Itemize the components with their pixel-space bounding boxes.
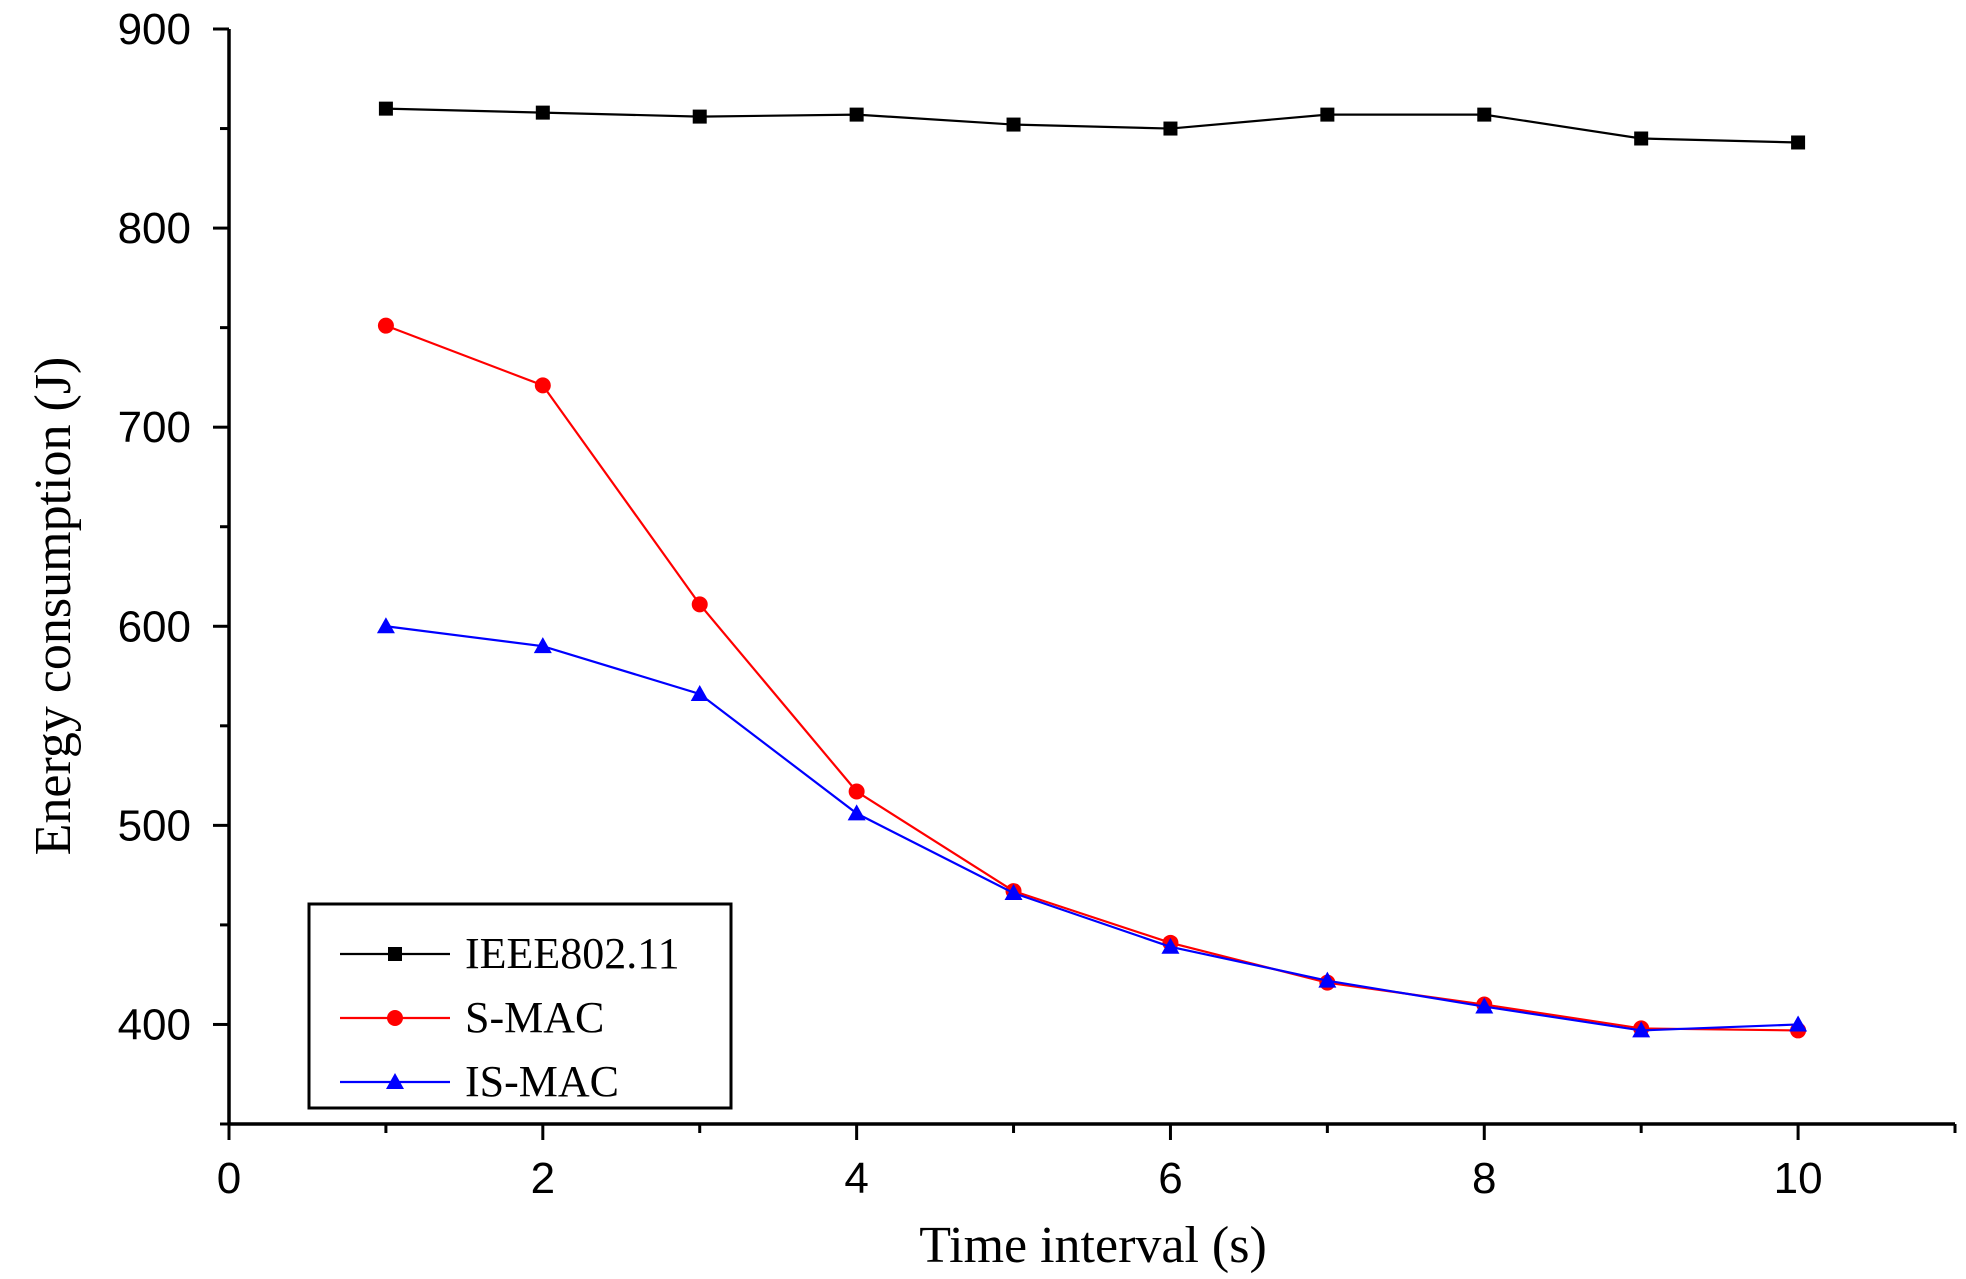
y-tick-label: 600 (118, 602, 191, 651)
series-is-mac (376, 617, 1808, 1038)
y-axis-title: Energy consumption (J) (25, 357, 82, 856)
axes: 0 2 4 6 8 10 400 500 600 700 800 900 (118, 5, 1957, 1203)
y-tick-label: 500 (118, 801, 191, 850)
series-layer (376, 101, 1808, 1039)
x-tick-label: 4 (844, 1154, 868, 1203)
legend-label-is-mac: IS-MAC (465, 1057, 619, 1106)
x-tick-label: 0 (217, 1154, 241, 1203)
data-point-ieee802-11 (1163, 121, 1178, 136)
data-point-is-mac (1161, 937, 1180, 954)
x-tick-label: 6 (1158, 1154, 1182, 1203)
x-tick-label: 10 (1774, 1154, 1823, 1203)
data-point-ieee802-11 (535, 105, 550, 120)
data-point-ieee802-11 (1006, 117, 1021, 132)
data-point-ieee802-11 (378, 101, 393, 116)
data-point-is-mac (1789, 1015, 1808, 1032)
x-axis-title: Time interval (s) (919, 1217, 1267, 1274)
data-point-s-mac (848, 783, 865, 800)
data-point-is-mac (1004, 884, 1023, 901)
data-point-ieee802-11 (692, 109, 707, 124)
data-point-is-mac (1318, 971, 1337, 988)
legend-box (307, 902, 733, 1110)
series-line-ieee802-11 (385, 107, 1799, 144)
data-point-is-mac (533, 637, 552, 654)
legend-marker-ieee802-11 (388, 947, 402, 961)
data-point-s-mac (691, 596, 708, 613)
legend-marker-is-mac (386, 1073, 404, 1089)
x-tick-label: 8 (1472, 1154, 1496, 1203)
legend: IEEE802.11 S-MAC IS-MAC (307, 902, 733, 1110)
data-point-is-mac (1632, 1021, 1651, 1038)
data-point-ieee802-11 (849, 107, 864, 122)
y-tick-label: 900 (118, 5, 191, 54)
data-point-is-mac (690, 684, 709, 701)
data-point-is-mac (376, 617, 395, 634)
data-point-ieee802-11 (1477, 107, 1492, 122)
data-point-ieee802-11 (1320, 107, 1335, 122)
legend-label-ieee80211: IEEE802.11 (465, 929, 680, 978)
series-line-is-mac (385, 625, 1799, 1032)
legend-label-s-mac: S-MAC (465, 993, 604, 1042)
data-point-is-mac (1475, 997, 1494, 1014)
data-point-ieee802-11 (1634, 131, 1649, 146)
data-point-s-mac (534, 377, 551, 394)
y-tick-label: 700 (118, 403, 191, 452)
data-point-is-mac (847, 804, 866, 821)
y-tick-label: 400 (118, 1000, 191, 1049)
x-tick-label: 2 (531, 1154, 555, 1203)
data-point-s-mac (377, 317, 394, 334)
legend-marker-s-mac (387, 1010, 403, 1026)
series-ieee802-11 (378, 101, 1806, 150)
series-line-s-mac (385, 324, 1799, 1032)
legend-entries (340, 947, 450, 1089)
y-tick-label: 800 (118, 204, 191, 253)
data-point-ieee802-11 (1791, 135, 1806, 150)
